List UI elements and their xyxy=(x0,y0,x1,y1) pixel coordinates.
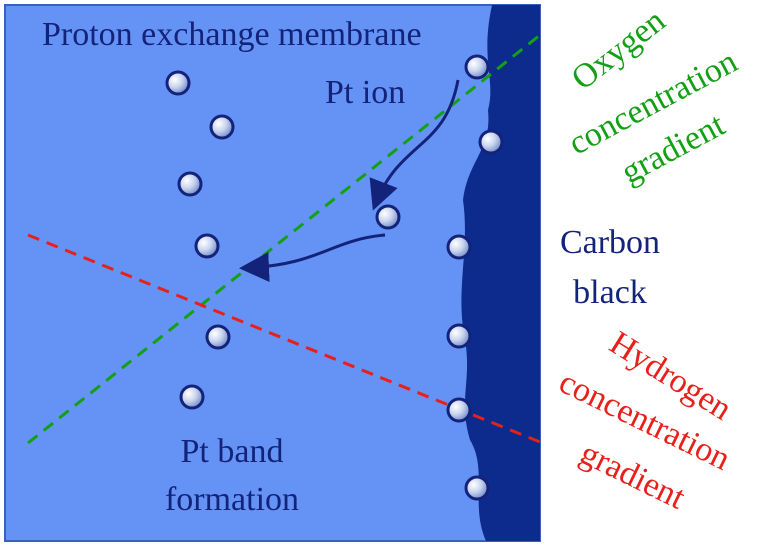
pt-ion-label: Pt ion xyxy=(325,74,405,111)
carbon-black-label: Carbon xyxy=(560,224,660,261)
diagram: Proton exchange membrane Pt ion Pt band … xyxy=(0,0,769,546)
pt-band-label: Pt band xyxy=(181,433,284,470)
membrane-title: Proton exchange membrane xyxy=(42,16,422,53)
carbon-black-label: black xyxy=(573,274,647,311)
pt-band-label: formation xyxy=(165,481,299,518)
